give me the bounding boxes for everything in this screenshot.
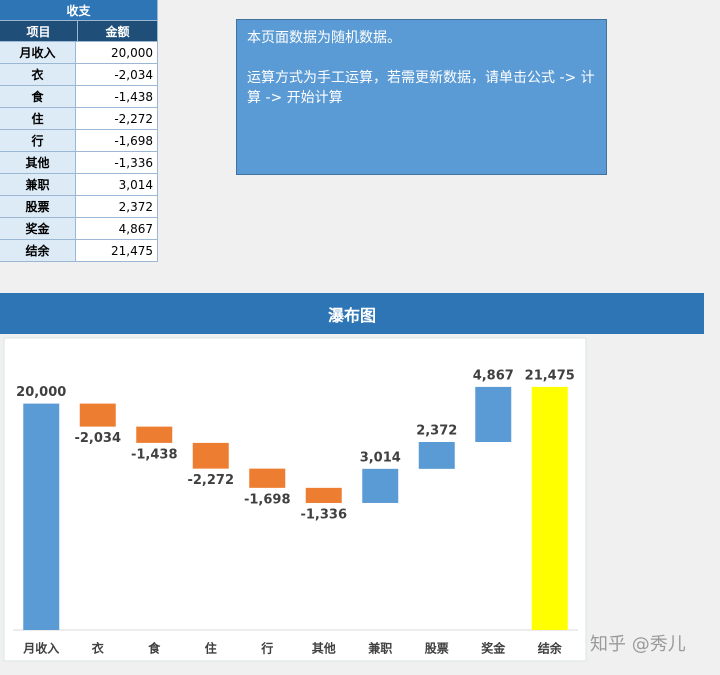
table-row: 月收入 20,000 xyxy=(0,42,158,64)
x-tick-label: 奖金 xyxy=(481,641,506,656)
row-value: 3,014 xyxy=(76,174,158,196)
x-tick-label: 衣 xyxy=(92,641,104,656)
table-row: 行 -1,698 xyxy=(0,130,158,152)
header-row: 项目 金额 xyxy=(0,21,158,42)
row-label: 结余 xyxy=(0,240,77,262)
table-row: 其他 -1,336 xyxy=(0,152,158,174)
table-row: 兼职 3,014 xyxy=(0,174,158,196)
row-label: 食 xyxy=(0,86,77,108)
bar xyxy=(23,403,60,630)
note-paragraph: 本页面数据为随机数据。 xyxy=(247,30,401,46)
table-row: 结余 21,475 xyxy=(0,240,158,262)
bar xyxy=(305,487,342,503)
bar xyxy=(192,442,229,469)
data-label: -1,438 xyxy=(131,447,178,462)
row-value: -1,438 xyxy=(76,86,158,108)
row-value: 4,867 xyxy=(76,218,158,240)
x-tick-label: 食 xyxy=(147,641,161,656)
row-label: 住 xyxy=(0,108,77,130)
x-tick-label: 行 xyxy=(260,641,273,656)
data-label: 2,372 xyxy=(416,423,457,438)
row-label: 兼职 xyxy=(0,174,77,196)
table-row: 住 -2,272 xyxy=(0,108,158,130)
note-paragraph: 运算方式为手工运算，若需更新数据，请单击公式 -> 计算 -> 开始计算 xyxy=(247,70,595,106)
row-value: 21,475 xyxy=(76,240,158,262)
table-title: 收支 xyxy=(0,0,158,21)
row-label: 股票 xyxy=(0,196,77,218)
data-label: 20,000 xyxy=(16,385,66,400)
bar xyxy=(418,441,455,469)
row-value: 2,372 xyxy=(76,196,158,218)
table-row: 衣 -2,034 xyxy=(0,64,158,86)
data-label: -2,272 xyxy=(187,473,234,488)
row-label: 月收入 xyxy=(0,42,77,64)
x-tick-label: 结余 xyxy=(538,641,563,656)
row-value: 20,000 xyxy=(76,42,158,64)
x-tick-label: 兼职 xyxy=(367,641,392,656)
header-cell: 金额 xyxy=(78,21,158,42)
bar xyxy=(475,386,512,442)
x-tick-label: 月收入 xyxy=(22,641,59,656)
table: 收支 项目 金额 月收入 20,000 衣 -2,034 食 -1,438 住 -2,272 行 -1,… xyxy=(0,0,158,262)
row-value: -2,034 xyxy=(76,64,158,86)
data-label: 21,475 xyxy=(525,368,575,383)
note-box: 本页面数据为随机数据。运算方式为手工运算，若需更新数据，请单击公式 -> 计算 … xyxy=(236,19,607,175)
data-label: -2,034 xyxy=(74,431,121,446)
data-label: -1,336 xyxy=(300,507,347,522)
data-label: 3,014 xyxy=(360,450,401,465)
row-value: -1,336 xyxy=(76,152,158,174)
bar xyxy=(362,468,399,503)
chart-title: 瀑布图 xyxy=(0,293,704,334)
row-label: 行 xyxy=(0,130,77,152)
x-tick-label: 其他 xyxy=(312,641,336,656)
bar xyxy=(531,386,568,630)
table-row: 股票 2,372 xyxy=(0,196,158,218)
row-value: -2,272 xyxy=(76,108,158,130)
row-label: 其他 xyxy=(0,152,77,174)
bar xyxy=(136,426,173,443)
data-label: -1,698 xyxy=(244,492,291,507)
table-row: 食 -1,438 xyxy=(0,86,158,108)
data-label: 4,867 xyxy=(473,368,514,383)
bar xyxy=(79,403,116,427)
row-value: -1,698 xyxy=(76,130,158,152)
bar xyxy=(249,468,286,488)
row-label: 衣 xyxy=(0,64,77,86)
table-row: 奖金 4,867 xyxy=(0,218,158,240)
header-cell: 项目 xyxy=(0,21,79,42)
x-tick-label: 住 xyxy=(205,641,217,656)
chart-area xyxy=(3,337,587,662)
row-label: 奖金 xyxy=(0,218,77,240)
x-tick-label: 股票 xyxy=(425,641,449,656)
watermark: 知乎 @秀儿 xyxy=(590,634,686,655)
